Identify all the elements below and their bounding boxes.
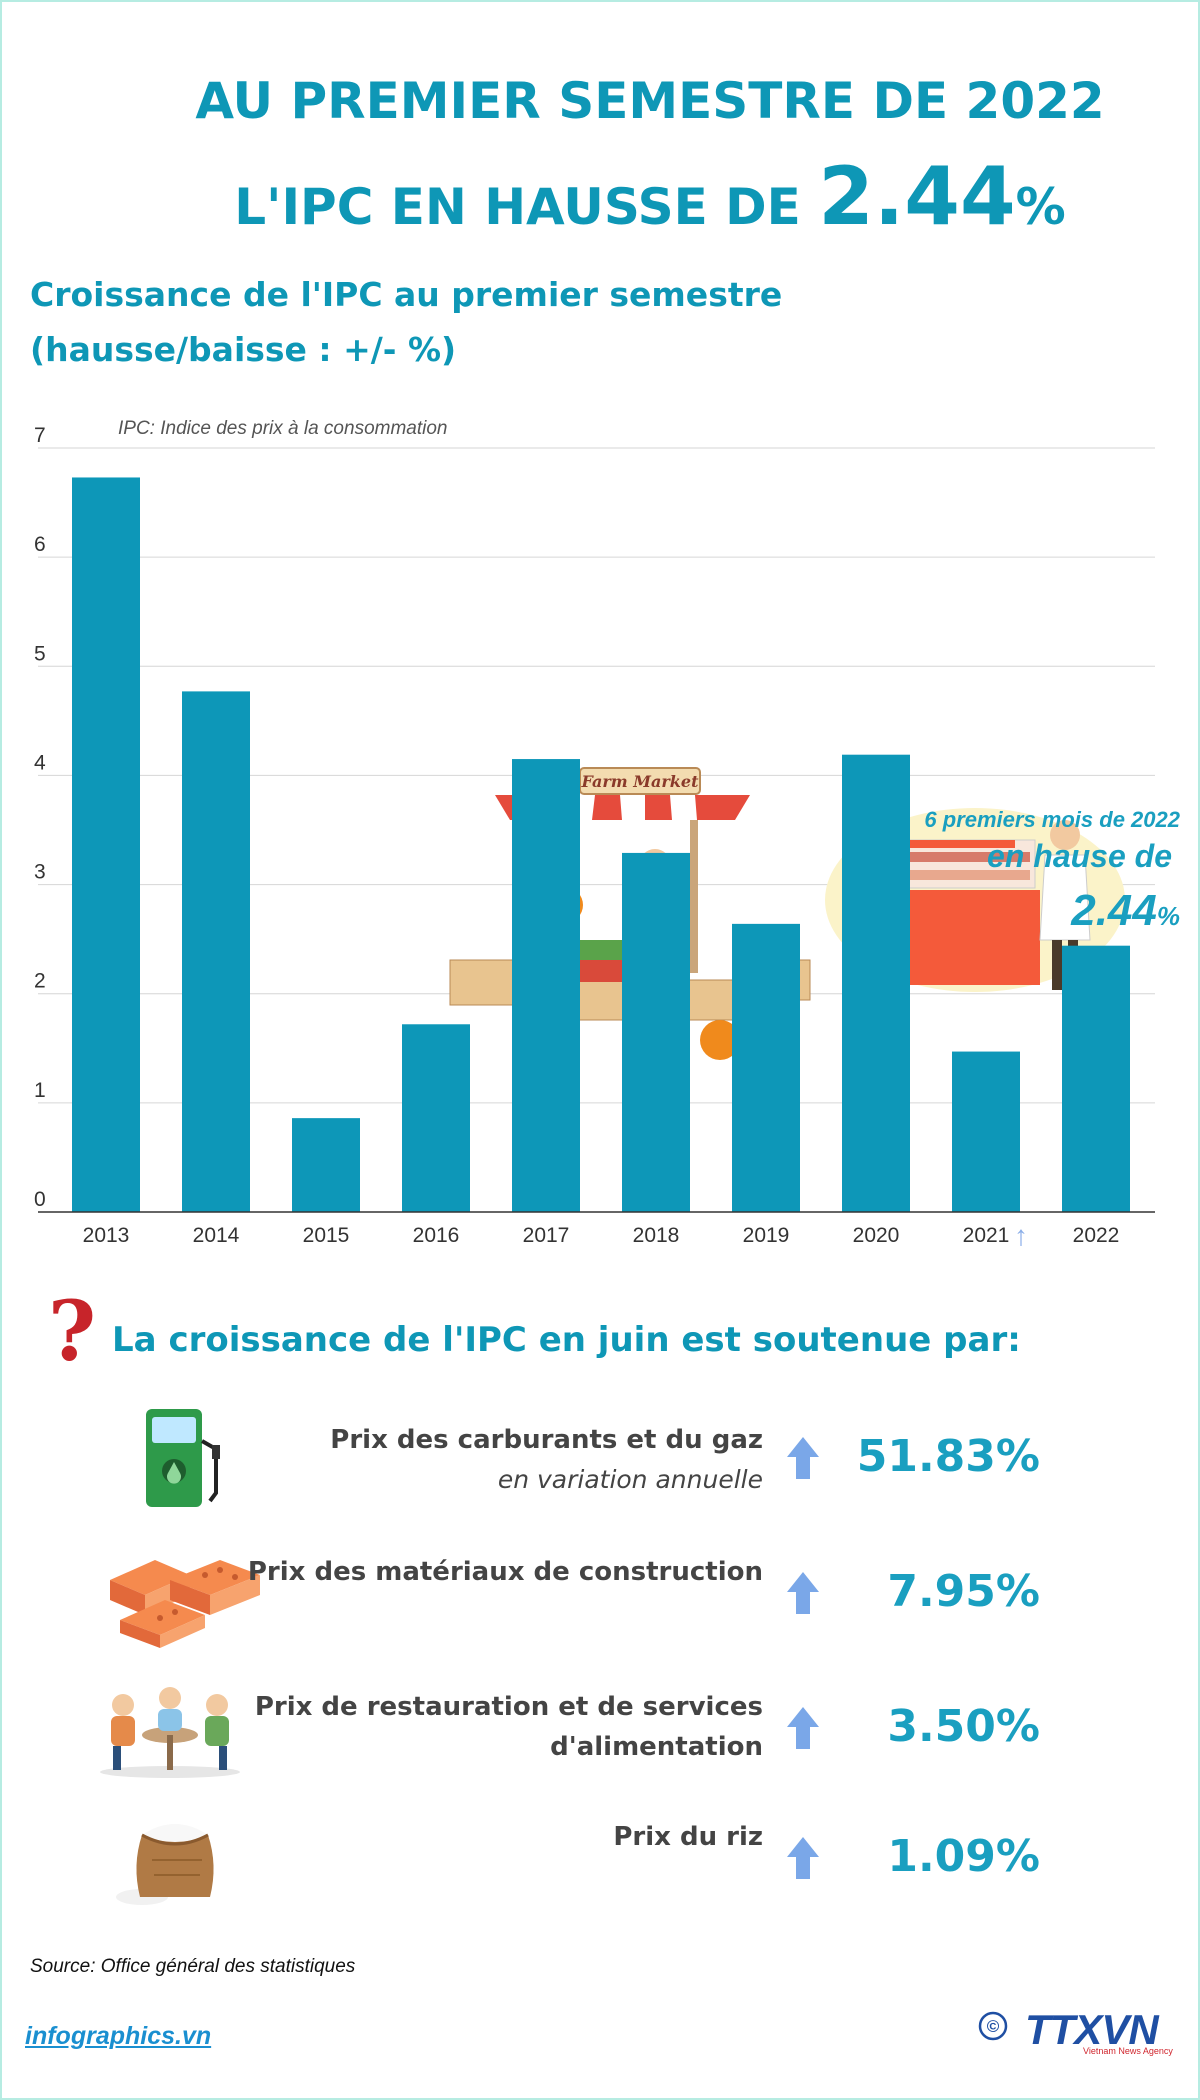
up-arrow-icon — [787, 1572, 819, 1614]
people-dining-icon — [100, 1687, 240, 1778]
bar-2022 — [1062, 945, 1130, 1212]
driver-row-fuel: Prix des carburants et du gaz en variatio… — [0, 1405, 1200, 1515]
x-tick-label: 2022 — [1073, 1224, 1120, 1247]
x-tick-label: 2021 — [963, 1224, 1010, 1247]
driver-label-restaurant-line2: d'alimentation — [550, 1732, 763, 1762]
x-tick-label: 2018 — [633, 1224, 680, 1247]
headline-value: 2.44 — [818, 150, 1016, 243]
annotation-period: 6 premiers mois de 2022 — [924, 807, 1180, 832]
driver-label-restaurant: Prix de restauration et de services d'ali… — [255, 1687, 763, 1767]
ttxvn-logo: © TTXVN Vietnam News Agency — [978, 2006, 1173, 2056]
bar-2019 — [732, 923, 800, 1212]
driver-value-fuel: 51.83% — [856, 1431, 1040, 1482]
y-tick-label: 7 — [34, 424, 46, 447]
y-tick-label: 1 — [34, 1079, 46, 1102]
y-tick-label: 6 — [34, 533, 46, 556]
question-mark-icon: ? — [48, 1290, 96, 1380]
driver-sublabel-fuel: en variation annuelle — [497, 1465, 763, 1494]
bar-2015 — [292, 1118, 360, 1212]
up-arrow-icon — [787, 1837, 819, 1879]
source-note: Source: Office général des statistiques — [30, 1956, 356, 1977]
headline-line2: L'IPC EN HAUSSE DE 2.44% — [0, 150, 1200, 243]
chart-title: Croissance de l'IPC au premier semestre — [30, 275, 783, 314]
annotation-value: 2.44% — [1071, 886, 1180, 936]
y-tick-label: 5 — [34, 642, 46, 665]
headline-prefix: L'IPC EN HAUSSE DE — [234, 178, 819, 236]
svg-text:?: ? — [48, 1290, 96, 1380]
driver-label-rice: Prix du riz — [613, 1822, 763, 1852]
driver-row-rice: Prix du riz 1.09% — [0, 1805, 1200, 1915]
copyright-symbol: © — [987, 2017, 1000, 2036]
bar-2014 — [182, 691, 250, 1212]
annotation-number: 2.44 — [1071, 886, 1157, 935]
x-tick-label: 2014 — [193, 1224, 240, 1247]
bricks-icon — [110, 1560, 260, 1648]
driver-label-fuel-main: Prix des carburants et du gaz — [330, 1425, 763, 1455]
headline-line1: AU PREMIER SEMESTRE DE 2022 — [195, 72, 1105, 130]
x-tick-label: 2017 — [523, 1224, 570, 1247]
annotation-arrow-icon: ↑ — [1014, 1220, 1028, 1251]
annotation-unit: % — [1156, 901, 1180, 931]
chart-subtitle: (hausse/baisse : +/- %) — [30, 330, 457, 369]
driver-value-construction: 7.95% — [887, 1566, 1040, 1617]
bar-2016 — [402, 1024, 470, 1212]
market-sign-text: Farm Market — [581, 772, 700, 791]
up-arrow-icon — [787, 1437, 819, 1479]
y-tick-label: 0 — [34, 1188, 46, 1211]
x-tick-label: 2015 — [303, 1224, 350, 1247]
driver-label-construction: Prix des matériaux de construction — [247, 1557, 763, 1587]
fuel-pump-icon — [146, 1409, 220, 1507]
driver-label-fuel: Prix des carburants et du gaz en variatio… — [330, 1420, 763, 1500]
site-link[interactable]: infographics.vn — [25, 2022, 212, 2050]
driver-value-rice: 1.09% — [887, 1831, 1040, 1882]
x-tick-label: 2013 — [83, 1224, 130, 1247]
drivers-title: La croissance de l'IPC en juin est soute… — [112, 1320, 1021, 1360]
headline-unit: % — [1015, 178, 1066, 236]
y-tick-label: 2 — [34, 970, 46, 993]
driver-label-restaurant-line1: Prix de restauration et de services — [254, 1692, 763, 1722]
bar-2017 — [512, 759, 580, 1212]
bar-2018 — [622, 852, 690, 1212]
x-tick-label: 2019 — [743, 1224, 790, 1247]
x-tick-label: 2020 — [853, 1224, 900, 1247]
logo-subtext: Vietnam News Agency — [1083, 2046, 1173, 2056]
x-tick-label: 2016 — [413, 1224, 460, 1247]
y-tick-label: 3 — [34, 861, 46, 884]
driver-value-restaurant: 3.50% — [887, 1701, 1040, 1752]
rice-sack-icon — [116, 1824, 214, 1905]
chart-note: IPC: Indice des prix à la consommation — [118, 418, 448, 439]
bar-2020 — [842, 754, 910, 1212]
driver-row-construction: Prix des matériaux de construction 7.95% — [0, 1540, 1200, 1650]
bar-2021 — [952, 1051, 1020, 1212]
y-tick-label: 4 — [34, 751, 46, 774]
bar-2013 — [72, 477, 140, 1212]
annotation-label: en hause de — [987, 838, 1172, 874]
driver-row-restaurant: Prix de restauration et de services d'ali… — [0, 1675, 1200, 1785]
up-arrow-icon — [787, 1707, 819, 1749]
logo-text: TTXVN — [1025, 2006, 1160, 2053]
